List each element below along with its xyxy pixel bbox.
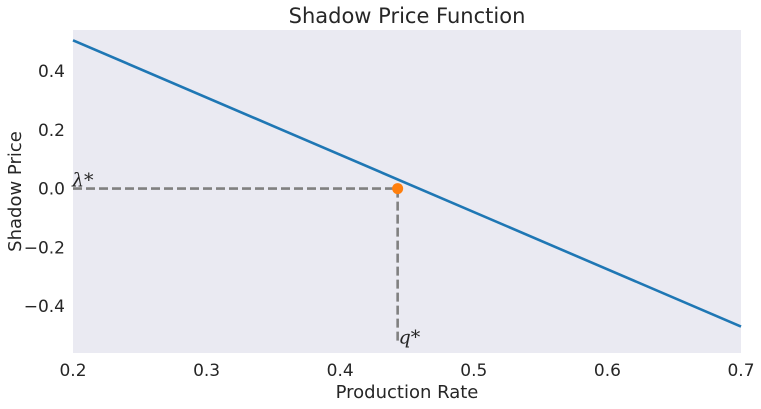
x-tick-label: 0.4 xyxy=(327,361,354,381)
equilibrium-point xyxy=(392,183,404,195)
y-tick-label: 0.0 xyxy=(38,180,65,200)
y-tick-label: −0.4 xyxy=(24,297,65,317)
x-tick-label: 0.6 xyxy=(594,361,621,381)
chart-title: Shadow Price Function xyxy=(289,4,526,28)
lambda-star-annotation: λ* xyxy=(71,170,94,192)
y-axis: 0.4 0.2 0.0 −0.2 −0.4 xyxy=(24,62,65,317)
series-group xyxy=(72,39,742,328)
x-axis: 0.2 0.3 0.4 0.5 0.6 0.7 xyxy=(59,361,754,381)
guide-lines xyxy=(73,187,399,342)
x-tick-label: 0.2 xyxy=(59,361,86,381)
x-tick-label: 0.3 xyxy=(193,361,220,381)
y-axis-label: Shadow Price xyxy=(5,131,26,252)
plot-area xyxy=(73,30,741,353)
series-line xyxy=(72,39,742,328)
x-axis-label: Production Rate xyxy=(336,382,479,403)
x-tick-label: 0.7 xyxy=(727,361,754,381)
x-tick-label: 0.5 xyxy=(460,361,487,381)
y-tick-label: 0.4 xyxy=(38,62,65,82)
y-tick-label: 0.2 xyxy=(38,121,65,141)
y-tick-label: −0.2 xyxy=(24,238,65,258)
marker-group xyxy=(392,183,404,195)
q-star-annotation: q* xyxy=(399,326,421,348)
